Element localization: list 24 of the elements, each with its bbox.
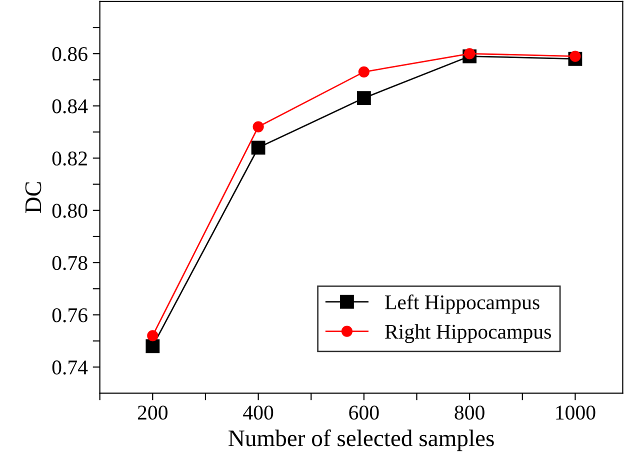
x-tick-label: 600 [349, 406, 379, 420]
y-tick-label: 0.78 [52, 256, 88, 270]
point [146, 339, 160, 354]
point [570, 50, 581, 62]
legend-label: Right Hippocampus [385, 324, 551, 344]
legend-label: Left Hippocampus [385, 294, 540, 314]
y-tick-label: 0.82 [52, 151, 87, 166]
point [464, 48, 476, 60]
x-tick-label: 1000 [556, 406, 596, 420]
y-tick-label: 0.74 [52, 360, 88, 375]
x-axis-title: Number of selected samples [228, 429, 494, 452]
y-tick-label: 0.84 [52, 99, 88, 114]
x-tick-label: 800 [454, 406, 484, 420]
y-tick-label: 0.86 [52, 47, 88, 62]
y-tick-label: 0.76 [52, 308, 88, 322]
x-tick-label: 200 [138, 406, 168, 420]
point [358, 66, 370, 78]
point [252, 121, 264, 132]
y-tick-label: 0.80 [52, 204, 88, 218]
y-axis-title: DC [25, 182, 42, 214]
point [147, 330, 158, 342]
point [356, 91, 371, 105]
point [251, 140, 266, 155]
x-tick-label: 400 [243, 406, 274, 420]
